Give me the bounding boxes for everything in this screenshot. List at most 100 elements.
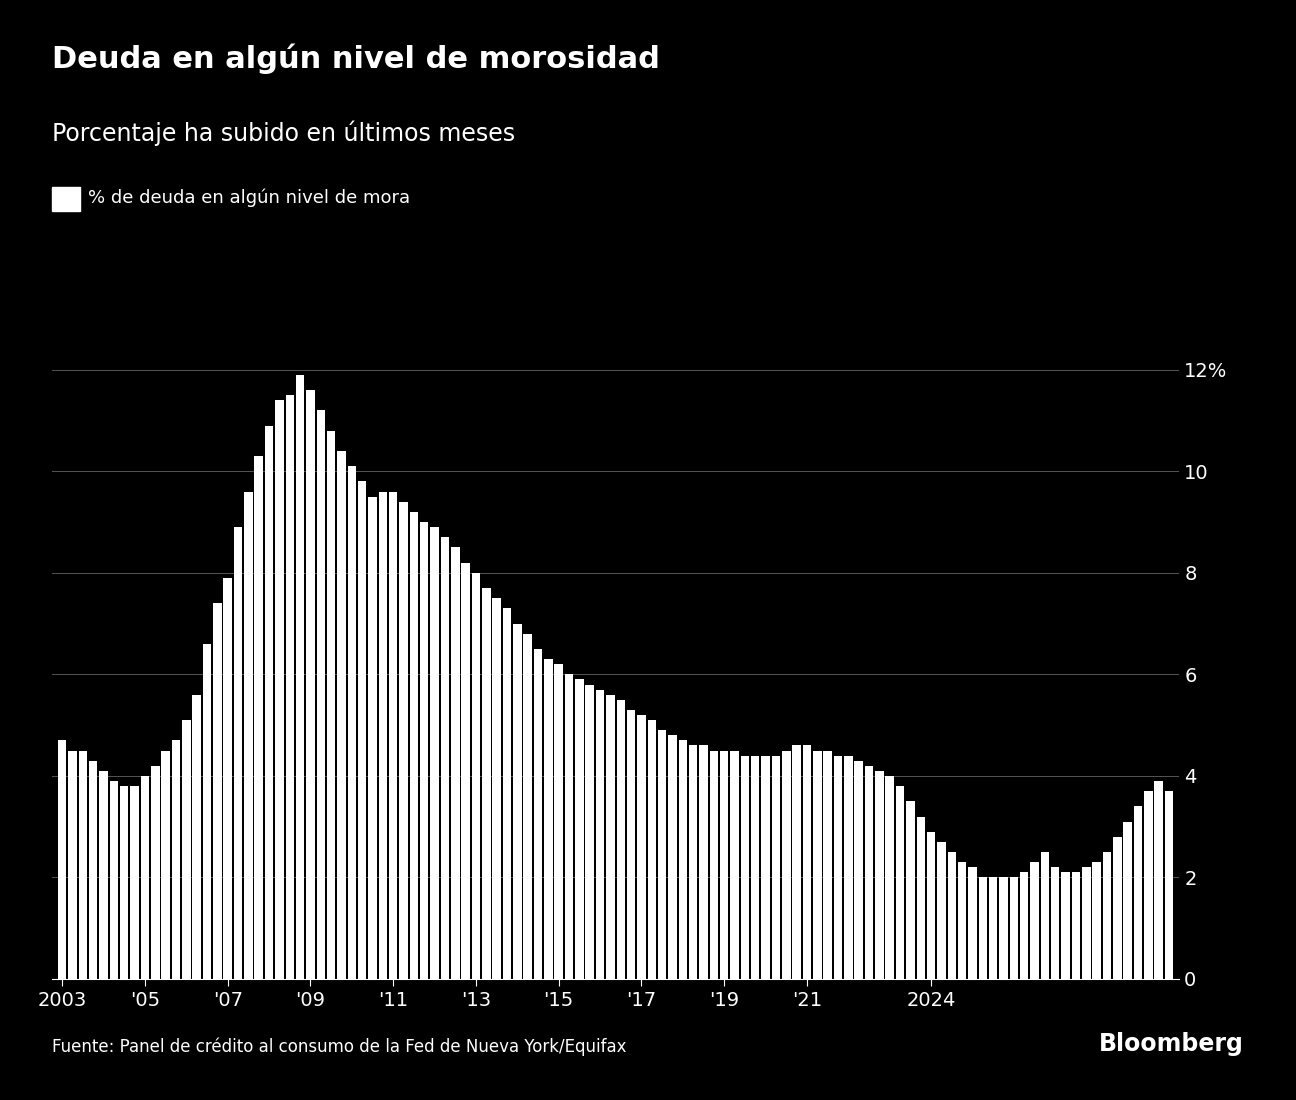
Bar: [58, 740, 66, 979]
Bar: [1082, 867, 1090, 979]
Bar: [896, 786, 905, 979]
Bar: [1134, 806, 1142, 979]
Bar: [69, 750, 76, 979]
Bar: [833, 756, 842, 979]
Bar: [152, 766, 159, 979]
Bar: [937, 842, 946, 979]
Bar: [638, 715, 645, 979]
Bar: [771, 756, 780, 979]
Text: Porcentaje ha subido en últimos meses: Porcentaje ha subido en últimos meses: [52, 121, 515, 146]
Bar: [1010, 878, 1019, 979]
Bar: [875, 771, 884, 979]
Bar: [295, 375, 305, 979]
Bar: [524, 634, 531, 979]
Bar: [740, 756, 749, 979]
Bar: [958, 862, 967, 979]
Bar: [1103, 852, 1111, 979]
Bar: [316, 410, 325, 979]
Bar: [492, 598, 500, 979]
Bar: [927, 832, 936, 979]
Bar: [534, 649, 542, 979]
Bar: [233, 527, 242, 979]
Bar: [1072, 872, 1080, 979]
Bar: [1051, 867, 1059, 979]
Bar: [172, 740, 180, 979]
Bar: [555, 664, 562, 979]
Bar: [813, 750, 822, 979]
Bar: [213, 603, 222, 979]
Bar: [275, 400, 284, 979]
Bar: [947, 852, 956, 979]
Text: % de deuda en algún nivel de mora: % de deuda en algún nivel de mora: [88, 189, 411, 207]
Bar: [596, 690, 604, 979]
Bar: [669, 735, 677, 979]
Bar: [162, 750, 170, 979]
Bar: [721, 750, 728, 979]
Bar: [679, 740, 687, 979]
Bar: [399, 502, 408, 979]
Text: Deuda en algún nivel de morosidad: Deuda en algún nivel de morosidad: [52, 44, 660, 75]
Bar: [689, 746, 697, 979]
Bar: [731, 750, 739, 979]
Bar: [586, 684, 594, 979]
Bar: [1124, 822, 1131, 979]
Bar: [710, 750, 718, 979]
Bar: [989, 878, 998, 979]
Bar: [441, 537, 450, 979]
Bar: [110, 781, 118, 979]
Bar: [389, 492, 398, 979]
Bar: [823, 750, 832, 979]
Bar: [906, 801, 915, 979]
Bar: [700, 746, 708, 979]
Bar: [100, 771, 108, 979]
Bar: [575, 680, 583, 979]
Bar: [864, 766, 874, 979]
Bar: [854, 761, 863, 979]
Bar: [1041, 852, 1050, 979]
Text: Bloomberg: Bloomberg: [1099, 1032, 1244, 1056]
Bar: [916, 816, 925, 979]
Text: Fuente: Panel de crédito al consumo de la Fed de Nueva York/Equifax: Fuente: Panel de crédito al consumo de l…: [52, 1037, 626, 1056]
Bar: [482, 588, 491, 979]
Bar: [121, 786, 128, 979]
Bar: [141, 776, 149, 979]
Bar: [1093, 862, 1100, 979]
Bar: [420, 522, 429, 979]
Bar: [192, 695, 201, 979]
Bar: [978, 878, 988, 979]
Bar: [264, 426, 273, 979]
Bar: [999, 878, 1008, 979]
Bar: [781, 750, 791, 979]
Bar: [844, 756, 853, 979]
Bar: [131, 786, 139, 979]
Bar: [430, 527, 439, 979]
Bar: [1030, 862, 1039, 979]
Bar: [1113, 837, 1121, 979]
Bar: [306, 390, 315, 979]
Bar: [472, 573, 481, 979]
Bar: [89, 761, 97, 979]
Bar: [544, 659, 552, 979]
Bar: [410, 512, 419, 979]
Bar: [223, 578, 232, 979]
Bar: [648, 720, 656, 979]
Bar: [461, 563, 470, 979]
Bar: [1155, 781, 1163, 979]
Bar: [1165, 791, 1173, 979]
Bar: [968, 867, 977, 979]
Bar: [79, 750, 87, 979]
Bar: [802, 746, 811, 979]
Bar: [513, 624, 521, 979]
Bar: [607, 695, 614, 979]
Bar: [347, 466, 356, 979]
Bar: [202, 644, 211, 979]
Bar: [368, 497, 377, 979]
Bar: [451, 548, 460, 979]
Bar: [358, 482, 367, 979]
Bar: [181, 720, 191, 979]
Bar: [244, 492, 253, 979]
Bar: [254, 456, 263, 979]
Bar: [658, 730, 666, 979]
Bar: [885, 776, 894, 979]
Bar: [337, 451, 346, 979]
